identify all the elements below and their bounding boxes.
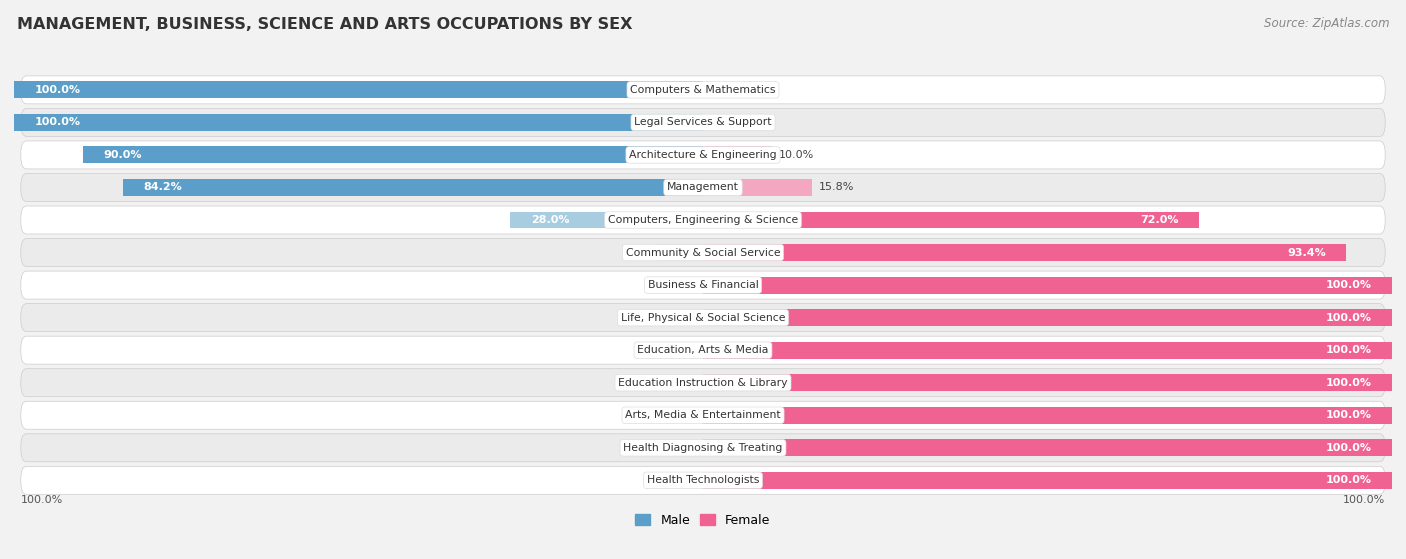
Text: 0.0%: 0.0% — [668, 443, 696, 453]
Text: 0.0%: 0.0% — [710, 85, 738, 95]
Text: 0.0%: 0.0% — [668, 312, 696, 323]
Text: 100.0%: 100.0% — [21, 495, 63, 505]
Text: Education, Arts & Media: Education, Arts & Media — [637, 345, 769, 355]
Text: 15.8%: 15.8% — [818, 182, 853, 192]
Text: 100.0%: 100.0% — [1326, 345, 1371, 355]
Text: Computers & Mathematics: Computers & Mathematics — [630, 85, 776, 95]
Text: 0.0%: 0.0% — [668, 475, 696, 485]
FancyBboxPatch shape — [21, 141, 1385, 169]
Bar — [703, 146, 772, 163]
Text: 0.0%: 0.0% — [668, 378, 696, 388]
Bar — [703, 277, 1392, 293]
Bar — [83, 146, 703, 163]
Text: 100.0%: 100.0% — [1326, 312, 1371, 323]
Bar — [703, 407, 1392, 424]
Bar — [703, 211, 1199, 229]
Text: 0.0%: 0.0% — [668, 345, 696, 355]
Text: 72.0%: 72.0% — [1140, 215, 1178, 225]
Bar — [703, 179, 811, 196]
FancyBboxPatch shape — [21, 173, 1385, 201]
Text: 100.0%: 100.0% — [1326, 410, 1371, 420]
FancyBboxPatch shape — [21, 239, 1385, 267]
Text: Community & Social Service: Community & Social Service — [626, 248, 780, 258]
Bar — [658, 244, 703, 261]
Text: Health Technologists: Health Technologists — [647, 475, 759, 485]
Text: Computers, Engineering & Science: Computers, Engineering & Science — [607, 215, 799, 225]
FancyBboxPatch shape — [21, 369, 1385, 397]
Text: 10.0%: 10.0% — [779, 150, 814, 160]
Text: 0.0%: 0.0% — [668, 410, 696, 420]
Legend: Male, Female: Male, Female — [630, 509, 776, 532]
Text: Education Instruction & Library: Education Instruction & Library — [619, 378, 787, 388]
Text: Source: ZipAtlas.com: Source: ZipAtlas.com — [1264, 17, 1389, 30]
FancyBboxPatch shape — [21, 206, 1385, 234]
Text: 100.0%: 100.0% — [1326, 280, 1371, 290]
Text: 0.0%: 0.0% — [668, 280, 696, 290]
Text: 84.2%: 84.2% — [143, 182, 183, 192]
Bar — [14, 82, 703, 98]
FancyBboxPatch shape — [21, 401, 1385, 429]
FancyBboxPatch shape — [21, 466, 1385, 494]
Text: 100.0%: 100.0% — [1326, 378, 1371, 388]
Bar — [703, 374, 1392, 391]
Text: 0.0%: 0.0% — [710, 117, 738, 127]
Bar — [703, 342, 1392, 359]
Text: 100.0%: 100.0% — [1343, 495, 1385, 505]
Text: 28.0%: 28.0% — [531, 215, 569, 225]
FancyBboxPatch shape — [21, 434, 1385, 462]
Bar — [122, 179, 703, 196]
FancyBboxPatch shape — [21, 76, 1385, 104]
Bar — [703, 472, 1392, 489]
Text: 6.6%: 6.6% — [623, 248, 651, 258]
Text: Health Diagnosing & Treating: Health Diagnosing & Treating — [623, 443, 783, 453]
FancyBboxPatch shape — [21, 271, 1385, 299]
FancyBboxPatch shape — [21, 108, 1385, 136]
Bar — [703, 309, 1392, 326]
Text: Life, Physical & Social Science: Life, Physical & Social Science — [621, 312, 785, 323]
Text: 100.0%: 100.0% — [1326, 443, 1371, 453]
FancyBboxPatch shape — [21, 336, 1385, 364]
Bar — [510, 211, 703, 229]
FancyBboxPatch shape — [21, 304, 1385, 331]
Text: 100.0%: 100.0% — [35, 85, 80, 95]
Text: 100.0%: 100.0% — [1326, 475, 1371, 485]
Text: MANAGEMENT, BUSINESS, SCIENCE AND ARTS OCCUPATIONS BY SEX: MANAGEMENT, BUSINESS, SCIENCE AND ARTS O… — [17, 17, 633, 32]
Text: Management: Management — [666, 182, 740, 192]
Text: 90.0%: 90.0% — [104, 150, 142, 160]
Text: Legal Services & Support: Legal Services & Support — [634, 117, 772, 127]
Bar — [14, 114, 703, 131]
Text: Business & Financial: Business & Financial — [648, 280, 758, 290]
Text: Architecture & Engineering: Architecture & Engineering — [630, 150, 776, 160]
Bar — [703, 244, 1347, 261]
Text: 100.0%: 100.0% — [35, 117, 80, 127]
Text: Arts, Media & Entertainment: Arts, Media & Entertainment — [626, 410, 780, 420]
Bar — [703, 439, 1392, 456]
Text: 93.4%: 93.4% — [1286, 248, 1326, 258]
